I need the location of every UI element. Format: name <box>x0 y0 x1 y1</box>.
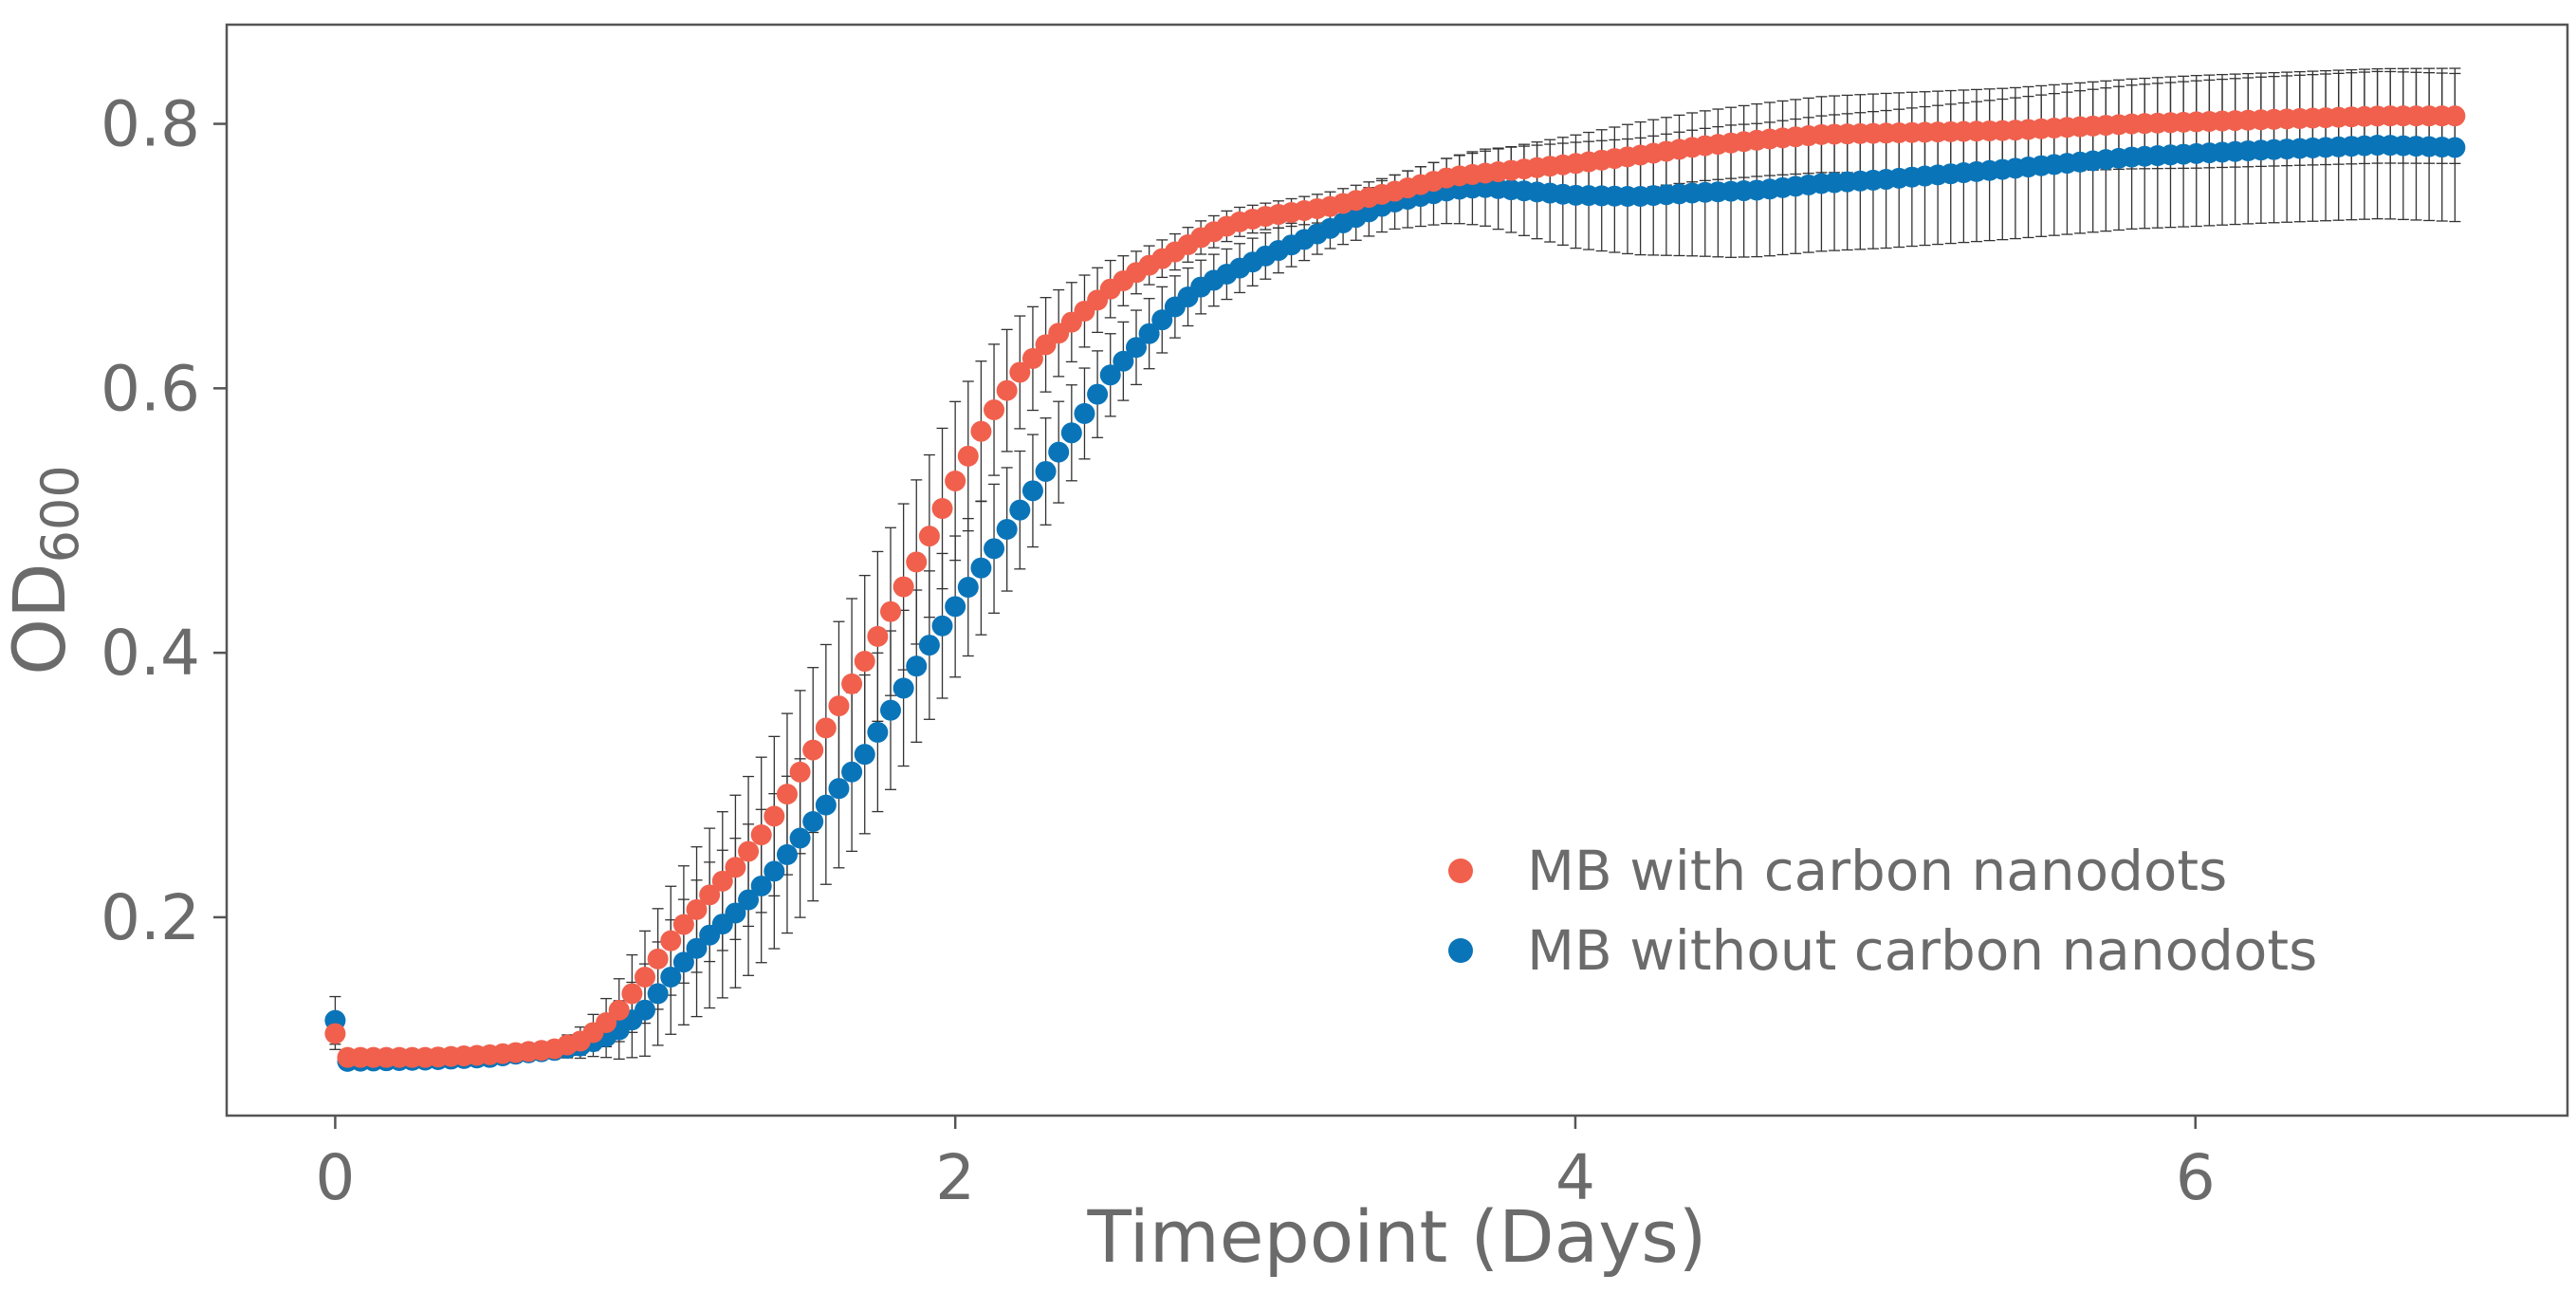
y-tick-label: 0.8 <box>101 88 200 161</box>
data-point-without-nanodots <box>867 721 889 743</box>
data-point-with-nanodots <box>970 420 992 442</box>
data-point-with-nanodots <box>867 625 889 647</box>
data-point-without-nanodots <box>1035 460 1057 482</box>
data-point-without-nanodots <box>738 889 760 911</box>
data-point-without-nanodots <box>984 538 1005 560</box>
data-point-without-nanodots <box>635 999 656 1021</box>
data-point-without-nanodots <box>2444 137 2466 158</box>
data-point-with-nanodots <box>789 761 811 783</box>
x-tick-label: 6 <box>2176 1141 2216 1214</box>
data-point-with-nanodots <box>660 930 682 951</box>
data-point-with-nanodots <box>324 1023 346 1044</box>
y-tick-label: 0.2 <box>101 881 200 954</box>
data-point-without-nanodots <box>996 519 1018 541</box>
data-point-with-nanodots <box>802 739 824 761</box>
data-point-with-nanodots <box>711 870 733 892</box>
data-point-without-nanodots <box>879 699 901 721</box>
legend-marker-without-nanodots <box>1448 938 1473 963</box>
data-point-without-nanodots <box>647 983 669 1005</box>
data-point-without-nanodots <box>725 902 746 924</box>
y-axis-title: OD600 <box>0 465 90 674</box>
data-point-without-nanodots <box>957 577 979 599</box>
data-point-with-nanodots <box>621 983 643 1005</box>
plot-frame <box>225 23 2569 1118</box>
data-point-with-nanodots <box>996 379 1018 401</box>
data-point-without-nanodots <box>1151 309 1173 331</box>
data-point-with-nanodots <box>957 445 979 467</box>
data-point-without-nanodots <box>1125 337 1147 359</box>
data-point-with-nanodots <box>1009 361 1031 383</box>
data-point-with-nanodots <box>931 498 953 520</box>
data-point-without-nanodots <box>945 596 966 618</box>
data-point-without-nanodots <box>750 876 772 897</box>
data-point-without-nanodots <box>918 635 940 656</box>
legend-marker-with-nanodots <box>1448 859 1473 883</box>
data-point-with-nanodots <box>608 999 630 1021</box>
data-point-with-nanodots <box>892 576 914 598</box>
data-point-with-nanodots <box>854 651 875 673</box>
data-point-with-nanodots <box>2444 105 2466 127</box>
data-point-without-nanodots <box>970 557 992 579</box>
data-point-with-nanodots <box>841 673 863 694</box>
data-point-without-nanodots <box>776 843 798 865</box>
data-point-without-nanodots <box>802 811 824 833</box>
data-point-with-nanodots <box>984 398 1005 420</box>
data-point-without-nanodots <box>1087 383 1109 405</box>
data-point-without-nanodots <box>854 744 875 766</box>
data-point-without-nanodots <box>1048 441 1070 463</box>
data-point-without-nanodots <box>906 656 928 677</box>
y-axis-title-main: OD <box>0 563 82 674</box>
data-point-with-nanodots <box>738 840 760 862</box>
y-tick-label: 0.6 <box>101 352 200 425</box>
x-tick-label: 2 <box>935 1141 975 1214</box>
legend: MB with carbon nanodots MB without carbo… <box>1448 839 2317 983</box>
data-point-without-nanodots <box>686 937 708 959</box>
data-point-with-nanodots <box>750 824 772 846</box>
x-axis-title: Timepoint (Days) <box>1087 1194 1707 1279</box>
data-point-with-nanodots <box>764 805 785 827</box>
data-point-with-nanodots <box>699 884 721 906</box>
data-point-with-nanodots <box>596 1011 617 1033</box>
data-point-with-nanodots <box>1021 347 1043 369</box>
data-points <box>324 105 2466 1072</box>
data-point-with-nanodots <box>906 551 928 573</box>
data-point-with-nanodots <box>647 948 669 970</box>
data-point-with-nanodots <box>776 784 798 805</box>
data-point-without-nanodots <box>815 794 837 816</box>
data-point-without-nanodots <box>1113 350 1134 372</box>
data-point-without-nanodots <box>1009 499 1031 521</box>
data-point-with-nanodots <box>686 898 708 920</box>
data-point-without-nanodots <box>892 677 914 699</box>
data-point-with-nanodots <box>635 967 656 988</box>
data-point-without-nanodots <box>1138 323 1160 344</box>
y-tick-label: 0.4 <box>101 617 200 690</box>
x-tick-label: 0 <box>315 1141 355 1214</box>
data-point-without-nanodots <box>764 860 785 882</box>
data-point-without-nanodots <box>1021 480 1043 502</box>
data-point-with-nanodots <box>725 857 746 878</box>
data-point-without-nanodots <box>672 951 694 973</box>
data-point-with-nanodots <box>879 600 901 622</box>
data-point-with-nanodots <box>815 717 837 739</box>
data-point-with-nanodots <box>945 470 966 491</box>
data-point-without-nanodots <box>1074 402 1095 424</box>
data-point-without-nanodots <box>1099 364 1121 386</box>
data-point-without-nanodots <box>660 966 682 988</box>
axes: 0 2 4 6 0.2 0.4 0.6 0.8 <box>101 88 2216 1214</box>
x-tick-label: 4 <box>1555 1141 1595 1214</box>
data-point-without-nanodots <box>841 761 863 783</box>
legend-label-without-nanodots: MB without carbon nanodots <box>1527 918 2317 983</box>
data-point-without-nanodots <box>1060 422 1082 444</box>
error-bars <box>329 67 2461 1066</box>
y-axis-title-subscript: 600 <box>30 465 90 563</box>
legend-label-with-nanodots: MB with carbon nanodots <box>1527 839 2227 903</box>
data-point-with-nanodots <box>918 526 940 547</box>
data-point-with-nanodots <box>672 914 694 935</box>
data-point-with-nanodots <box>828 695 850 717</box>
data-point-without-nanodots <box>828 778 850 800</box>
data-point-without-nanodots <box>931 615 953 637</box>
data-point-without-nanodots <box>789 827 811 849</box>
